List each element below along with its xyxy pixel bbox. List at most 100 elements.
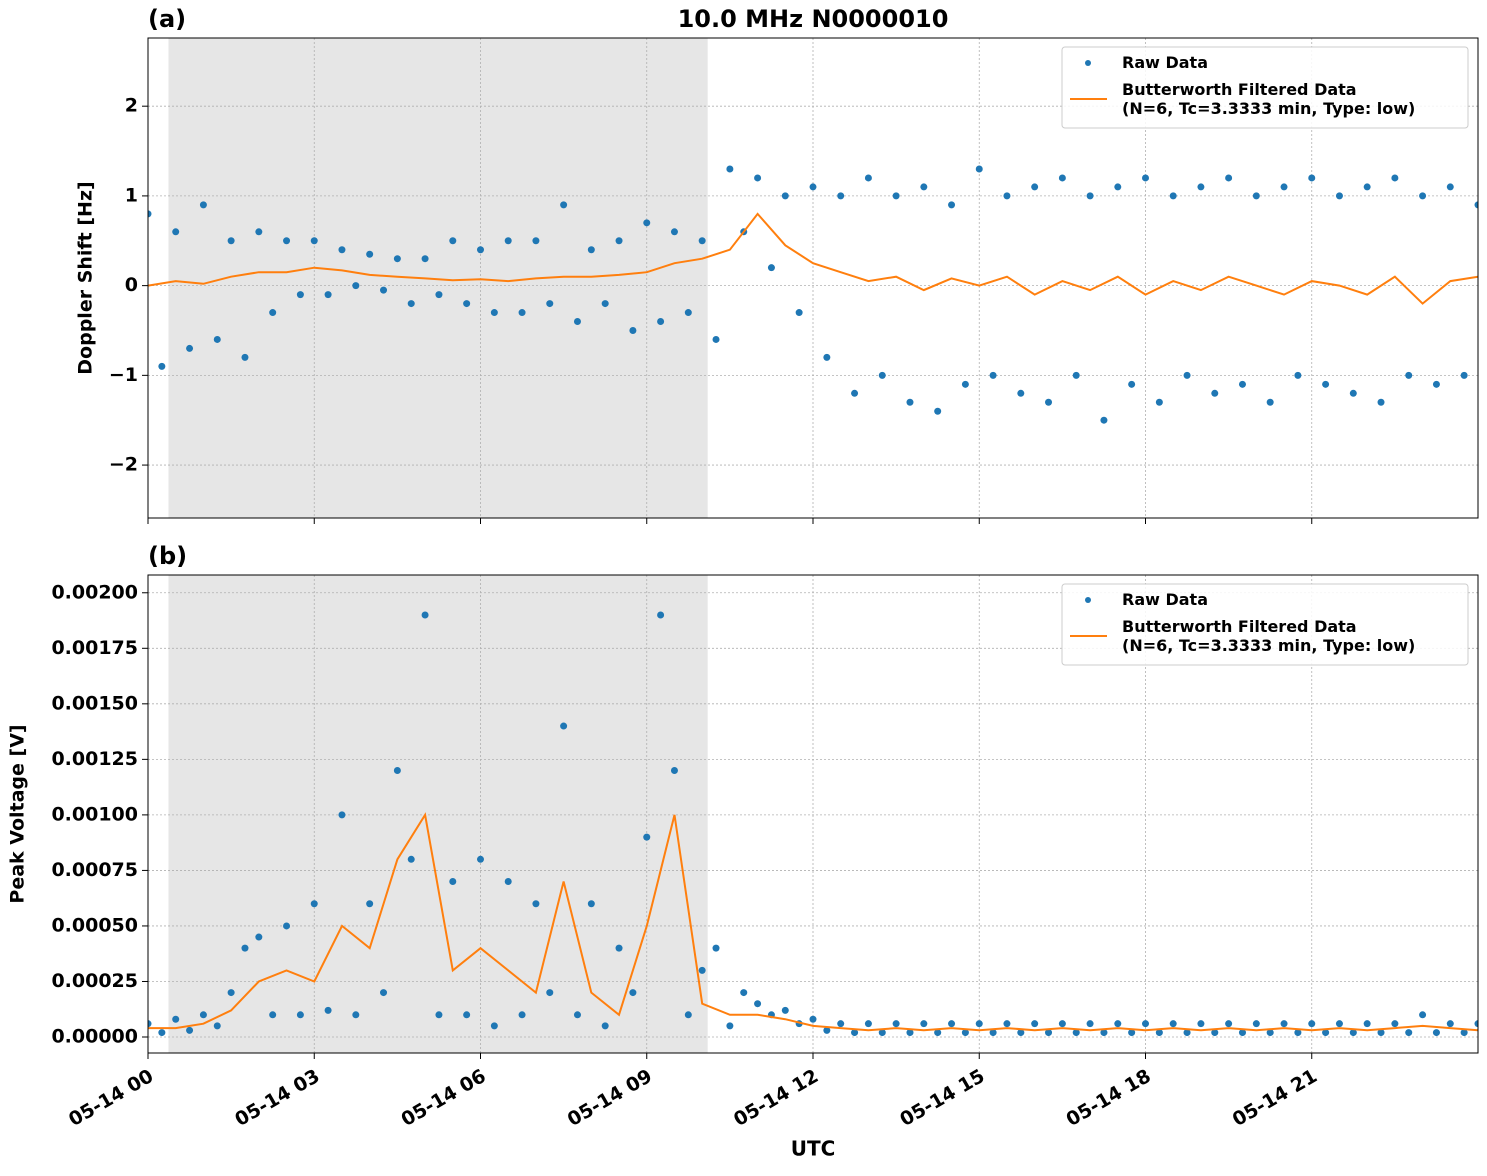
data-point — [1072, 1029, 1080, 1037]
data-point — [712, 944, 720, 952]
data-point — [324, 291, 332, 299]
data-point — [296, 1011, 304, 1019]
data-point — [1322, 1029, 1330, 1037]
data-point — [975, 165, 983, 173]
data-point — [241, 353, 249, 361]
data-point — [463, 1011, 471, 1019]
data-point — [1349, 1029, 1357, 1037]
data-point — [823, 1026, 831, 1034]
legend-marker — [1085, 60, 1091, 66]
data-point — [1266, 1029, 1274, 1037]
data-point — [227, 989, 235, 997]
data-point — [657, 611, 665, 619]
data-point — [1003, 192, 1011, 200]
data-point — [393, 255, 401, 263]
x-tick-label: 05-14 18 — [1062, 1065, 1154, 1131]
data-point — [546, 300, 554, 308]
data-point — [726, 165, 734, 173]
data-point — [255, 228, 263, 236]
x-tick-label: 05-14 09 — [564, 1065, 656, 1131]
data-point — [864, 1020, 872, 1028]
data-point — [823, 353, 831, 361]
data-point — [1211, 1029, 1219, 1037]
data-point — [1114, 1020, 1122, 1028]
data-point — [407, 300, 415, 308]
y-tick-label: 0 — [125, 274, 138, 296]
data-point — [393, 766, 401, 774]
data-point — [449, 878, 457, 886]
data-point — [906, 1029, 914, 1037]
data-point — [366, 900, 374, 908]
legend-box — [1061, 46, 1469, 129]
data-point — [1446, 183, 1454, 191]
shaded-span — [168, 575, 708, 1053]
data-point — [1322, 380, 1330, 388]
legend-label: Raw Data — [1122, 590, 1208, 609]
data-point — [1391, 174, 1399, 182]
data-point — [754, 174, 762, 182]
data-point — [269, 1011, 277, 1019]
data-point — [587, 246, 595, 254]
data-point — [1031, 1020, 1039, 1028]
data-point — [851, 389, 859, 397]
y-tick-label: 0.00075 — [51, 859, 138, 881]
data-point — [670, 228, 678, 236]
data-point — [837, 192, 845, 200]
data-point — [477, 855, 484, 863]
data-point — [1252, 192, 1260, 200]
data-point — [809, 1015, 817, 1023]
data-point — [1128, 1029, 1136, 1037]
data-point — [1100, 416, 1108, 424]
data-point — [269, 309, 277, 317]
data-point — [546, 989, 554, 997]
data-point — [172, 228, 180, 236]
data-point — [1238, 1029, 1246, 1037]
data-point — [435, 1011, 443, 1019]
data-point — [1031, 183, 1039, 191]
data-point — [1335, 192, 1343, 200]
data-point — [1142, 1020, 1149, 1028]
data-point — [1142, 174, 1149, 182]
data-point — [1308, 1020, 1316, 1028]
data-point — [920, 1020, 928, 1028]
legend-box — [1061, 583, 1469, 666]
data-point — [573, 318, 581, 326]
data-point — [283, 237, 291, 245]
data-point — [934, 1029, 942, 1037]
y-axis-label: Doppler Shift [Hz] — [75, 181, 97, 374]
data-point — [1308, 174, 1316, 182]
data-point — [1280, 183, 1288, 191]
data-point — [213, 1022, 221, 1030]
data-point — [213, 335, 221, 343]
data-point — [961, 1029, 969, 1037]
data-point — [158, 362, 166, 370]
data-point — [227, 237, 235, 245]
data-point — [1197, 1020, 1205, 1028]
data-point — [1155, 398, 1163, 406]
data-point — [670, 766, 678, 774]
data-point — [310, 237, 318, 245]
x-tick-label: 05-14 21 — [1229, 1065, 1321, 1131]
y-tick-label: 0.00200 — [51, 581, 138, 603]
data-point — [186, 344, 194, 352]
y-tick-label: 0.00125 — [51, 748, 138, 770]
data-point — [1017, 1029, 1025, 1037]
data-point — [560, 722, 568, 730]
data-point — [934, 407, 942, 415]
x-tick-label: 05-14 06 — [397, 1065, 489, 1131]
data-point — [1155, 1029, 1163, 1037]
plot-area — [148, 165, 1478, 424]
data-point — [1183, 1029, 1191, 1037]
data-point — [864, 174, 872, 182]
data-point — [1446, 1020, 1454, 1028]
y-tick-label: 0.00025 — [51, 970, 138, 992]
data-point — [366, 250, 374, 258]
data-point — [1238, 380, 1246, 388]
legend-label: Butterworth Filtered Data (N=6, Tc=3.3333… — [1122, 617, 1415, 655]
data-point — [338, 246, 346, 254]
data-point — [324, 1006, 332, 1014]
y-tick-label: −1 — [109, 364, 138, 386]
legend-label: Butterworth Filtered Data (N=6, Tc=3.3333… — [1122, 80, 1415, 118]
data-point — [975, 1020, 983, 1028]
